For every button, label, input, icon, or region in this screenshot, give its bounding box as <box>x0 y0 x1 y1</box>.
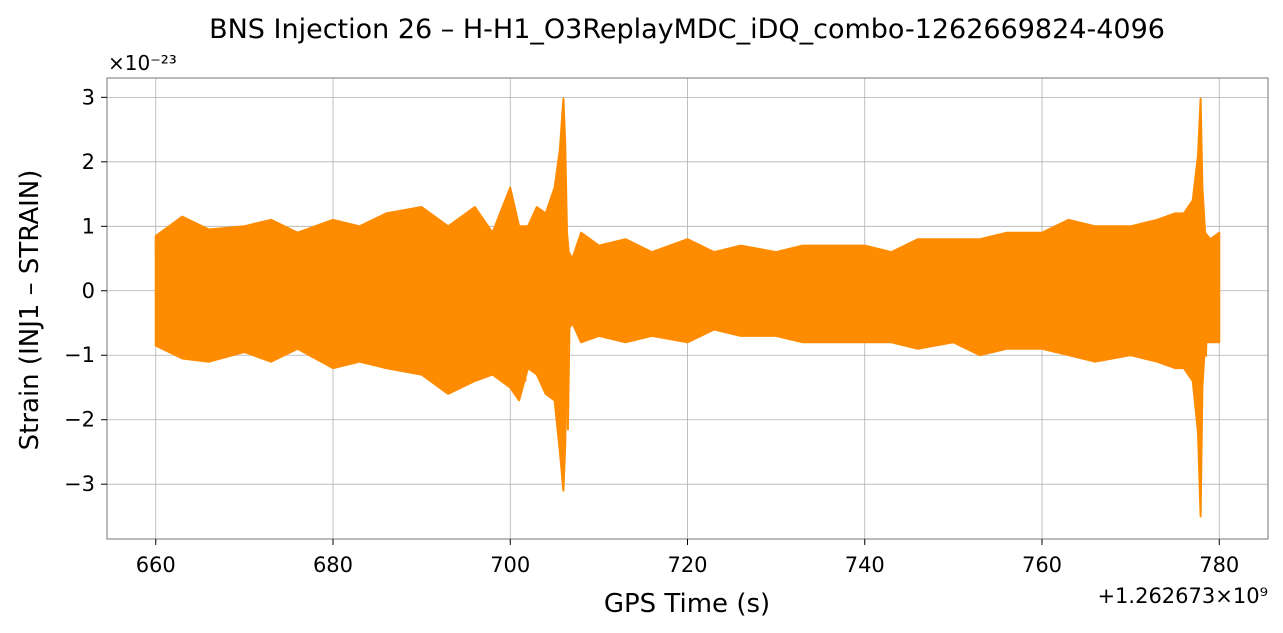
y-tick-label: −1 <box>64 343 95 367</box>
y-tick-label: 0 <box>82 279 95 303</box>
strain-series <box>154 97 1221 518</box>
x-tick-label: 780 <box>1199 553 1239 577</box>
tick-labels: 660 680 700 720 740 760 780 −3 −2 −1 0 1 2 3 <box>64 85 1239 577</box>
y-tick-label: −2 <box>64 408 95 432</box>
tick-marks <box>101 96 1220 545</box>
y-tick-label: −3 <box>64 472 95 496</box>
strain-envelope <box>154 97 1221 518</box>
x-tick-label: 660 <box>136 553 176 577</box>
y-axis-scale-label: ×10⁻²³ <box>108 51 177 75</box>
y-axis-label: Strain (INJ1 – STRAIN) <box>15 170 45 451</box>
y-tick-label: 2 <box>82 150 95 174</box>
x-tick-label: 700 <box>490 553 530 577</box>
chart-title: BNS Injection 26 – H-H1_O3ReplayMDC_iDQ_… <box>209 14 1165 45</box>
x-tick-label: 680 <box>313 553 353 577</box>
x-tick-label: 740 <box>845 553 885 577</box>
y-tick-label: 3 <box>82 85 95 109</box>
x-tick-label: 720 <box>667 553 707 577</box>
y-tick-label: 1 <box>82 214 95 238</box>
strain-oscillation <box>154 177 1218 431</box>
x-axis-offset-label: +1.262673×10⁹ <box>1097 584 1268 608</box>
x-tick-label: 760 <box>1022 553 1062 577</box>
x-axis-label: GPS Time (s) <box>604 589 770 619</box>
